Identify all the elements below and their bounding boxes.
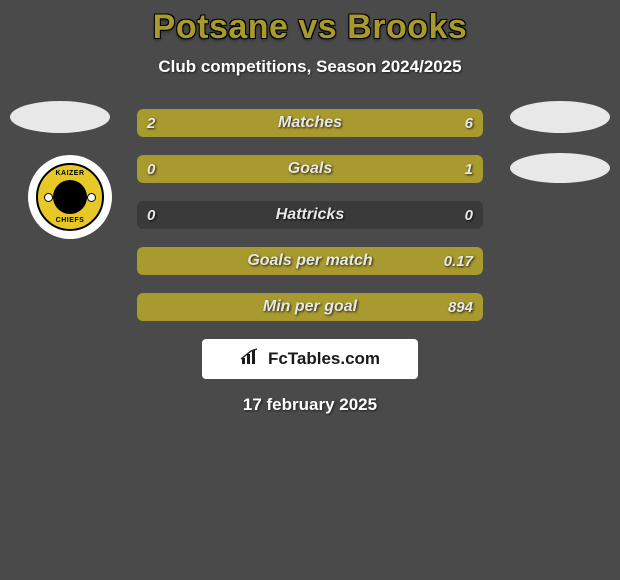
content: KAIZER CHIEFS 26Matches 01Goals 00Hattrick… [0,109,620,415]
brand-box: FcTables.com [202,339,418,379]
title-player-right: Brooks [347,8,467,46]
stat-row: 00Hattricks [137,201,483,229]
stat-label: Hattricks [137,201,483,229]
subtitle: Club competitions, Season 2024/2025 [0,57,620,77]
stat-label: Goals [137,155,483,183]
stat-row: 26Matches [137,109,483,137]
player-right-avatar [510,101,610,133]
chart-icon [240,348,262,371]
title-vs: vs [298,8,337,46]
badge-ball-left-icon [44,193,53,202]
badge-text-bottom: CHIEFS [56,217,85,224]
page: Potsane vs Brooks Club competitions, Sea… [0,0,620,580]
stat-label: Min per goal [137,293,483,321]
stat-row: 894Min per goal [137,293,483,321]
badge-ball-right-icon [87,193,96,202]
footer-date: 17 february 2025 [0,395,620,415]
stat-row: 0.17Goals per match [137,247,483,275]
club-badge-inner: KAIZER CHIEFS [36,163,104,231]
player-left-avatar [10,101,110,133]
stat-label: Goals per match [137,247,483,275]
player-right-club-avatar [510,153,610,183]
badge-text-top: KAIZER [55,170,84,177]
page-title: Potsane vs Brooks [0,0,620,47]
badge-head-icon [53,180,87,214]
stat-bars: 26Matches 01Goals 00Hattricks 0.17Goals per… [137,109,483,321]
brand-text: FcTables.com [268,349,380,369]
title-player-left: Potsane [153,8,289,46]
stat-row: 01Goals [137,155,483,183]
club-badge: KAIZER CHIEFS [28,155,112,239]
stat-label: Matches [137,109,483,137]
